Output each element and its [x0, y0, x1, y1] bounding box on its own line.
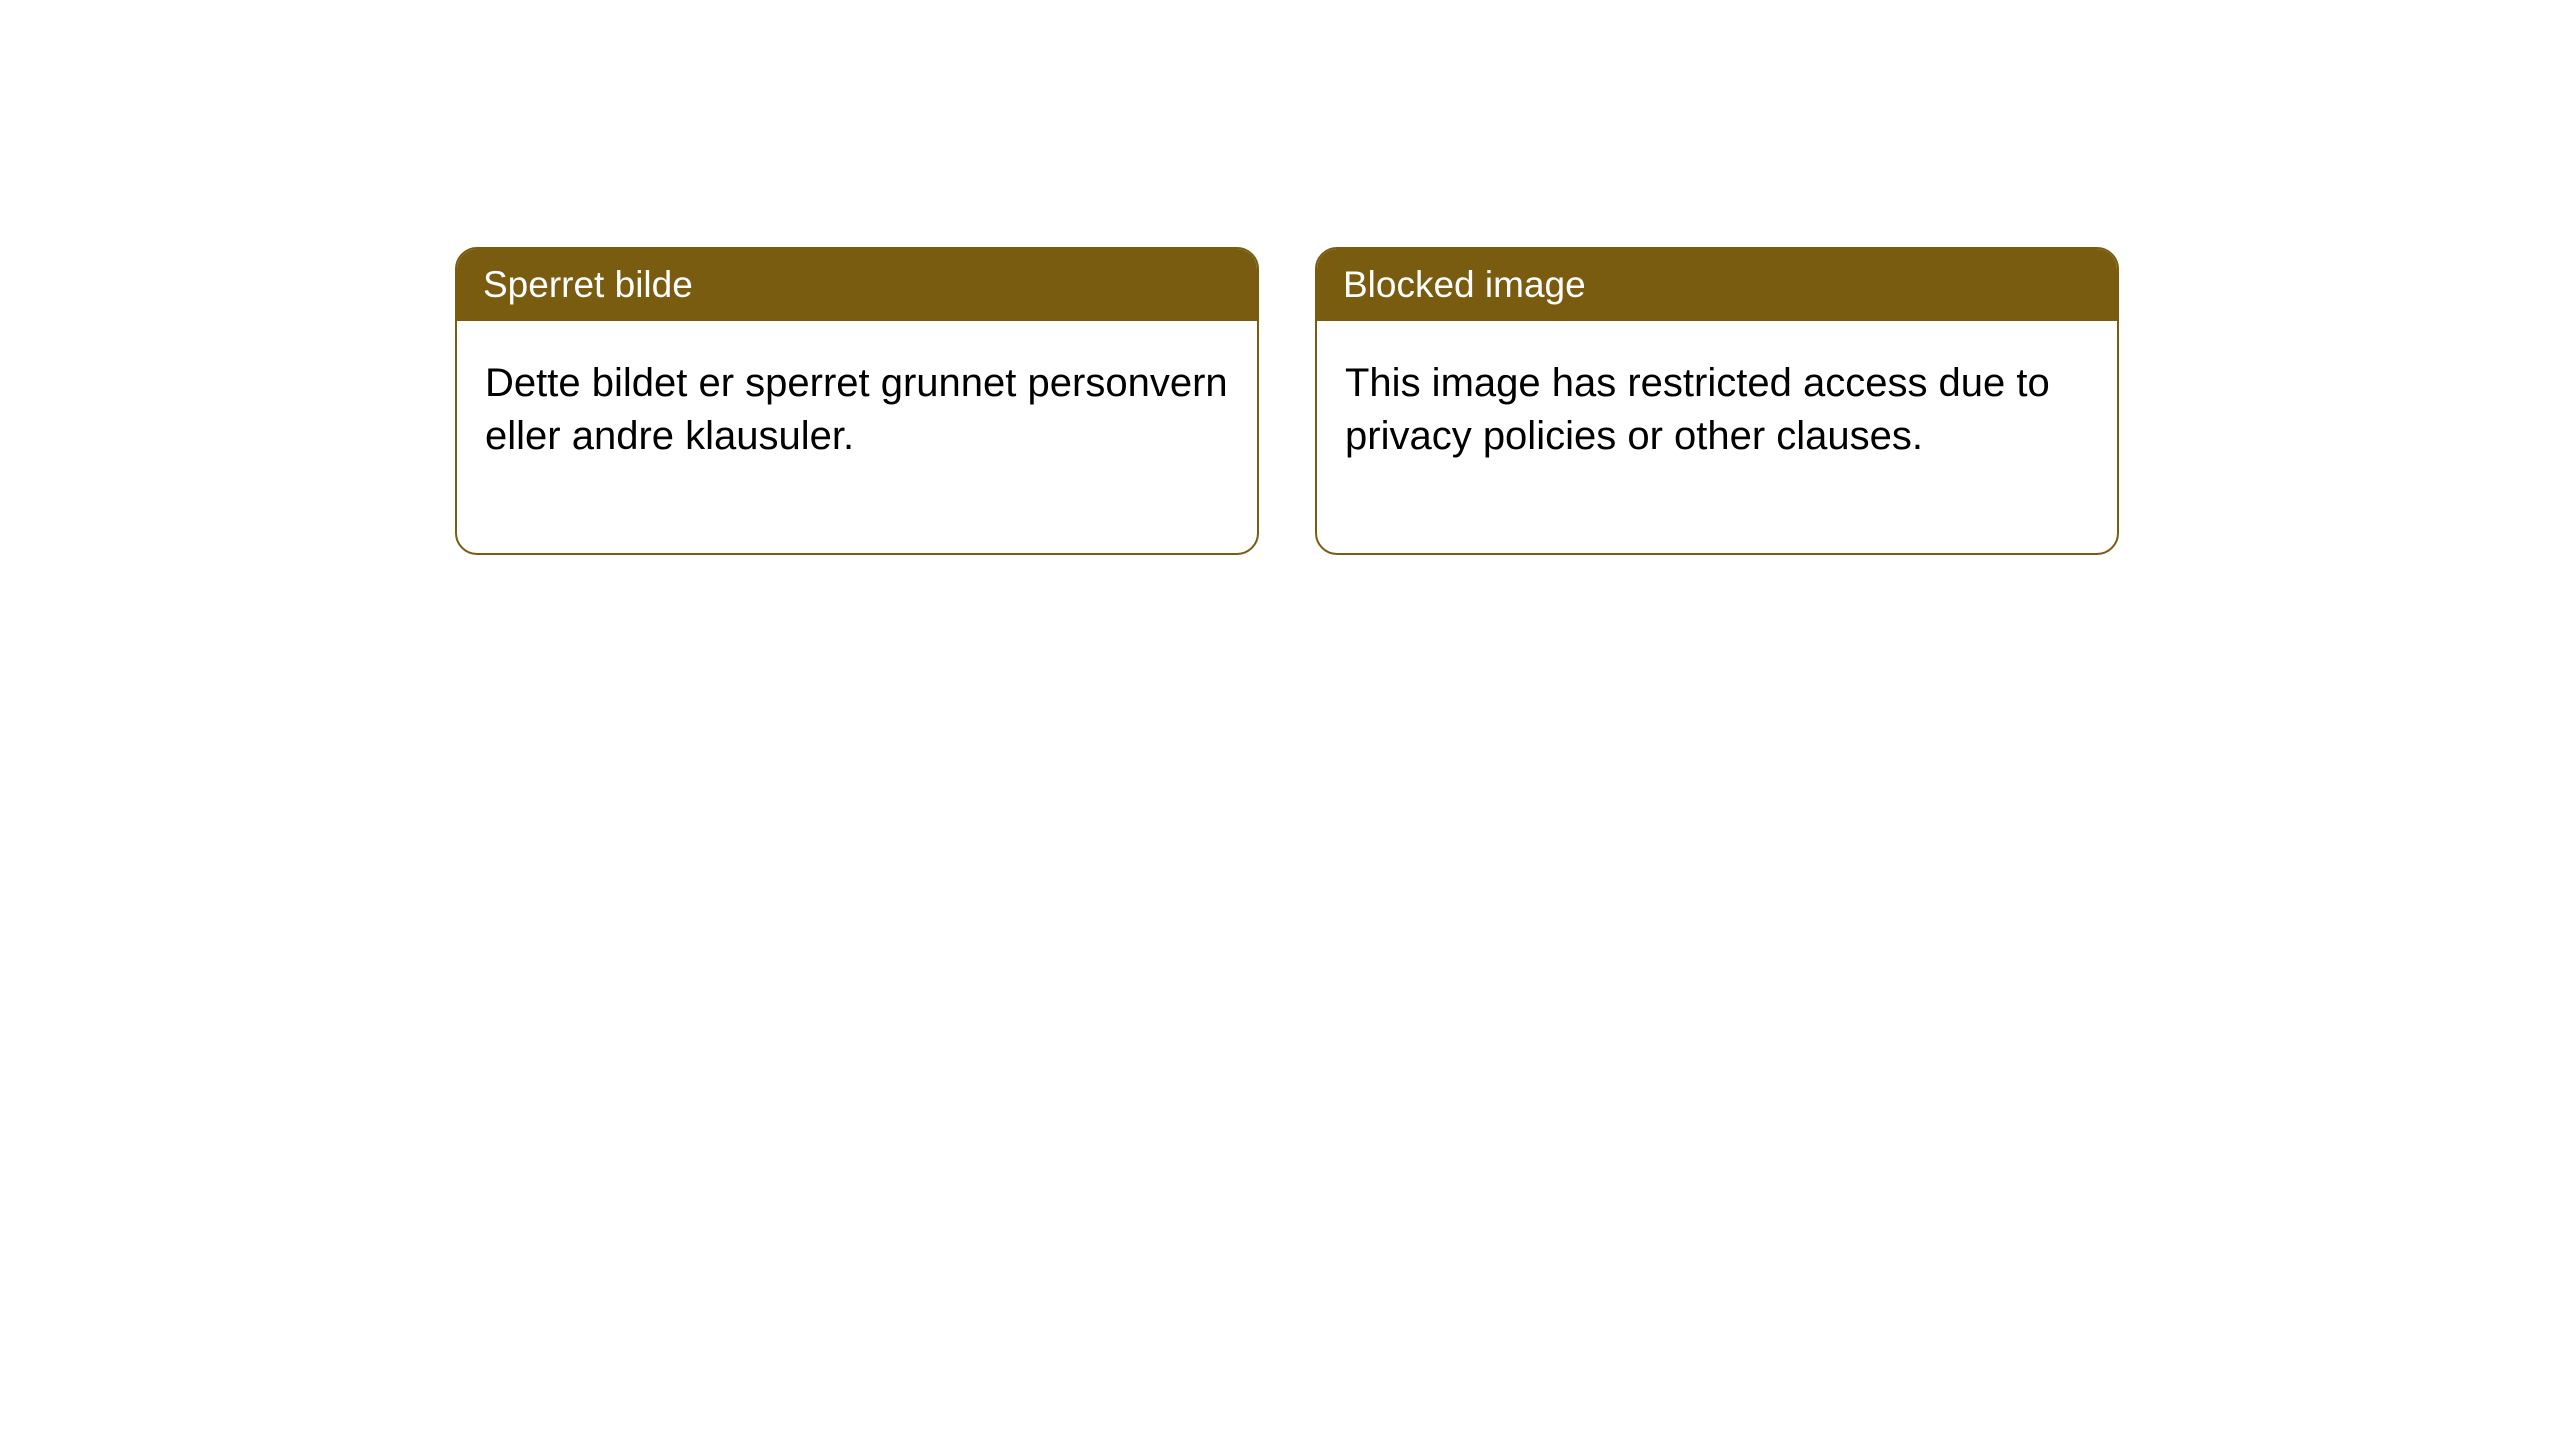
notice-header: Sperret bilde [457, 249, 1257, 321]
notice-header: Blocked image [1317, 249, 2117, 321]
notice-card-norwegian: Sperret bilde Dette bildet er sperret gr… [455, 247, 1259, 555]
notice-body: Dette bildet er sperret grunnet personve… [457, 321, 1257, 553]
notice-body: This image has restricted access due to … [1317, 321, 2117, 553]
notice-card-english: Blocked image This image has restricted … [1315, 247, 2119, 555]
notice-cards-container: Sperret bilde Dette bildet er sperret gr… [455, 247, 2119, 555]
